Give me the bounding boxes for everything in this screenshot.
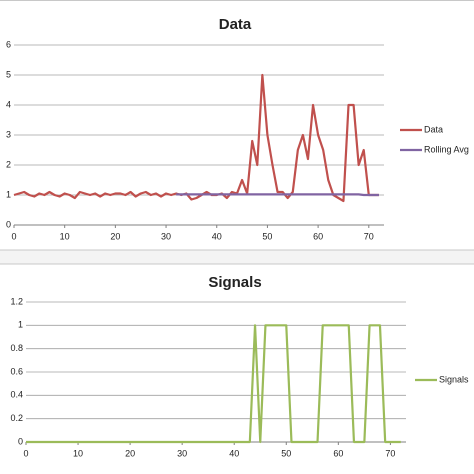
y-tick-label: 1.2 [10,296,23,306]
legend-label: Rolling Avg [424,144,469,154]
y-tick-label: 0.4 [10,390,23,400]
x-tick-label: 10 [73,448,83,458]
x-tick-label: 40 [229,448,239,458]
y-tick-label: 3 [6,129,11,139]
x-tick-label: 0 [11,231,16,241]
x-tick-label: 50 [281,448,291,458]
y-tick-label: 0.6 [10,366,23,376]
x-tick-label: 60 [313,231,323,241]
x-tick-label: 30 [177,448,187,458]
y-tick-label: 1 [18,320,23,330]
y-tick-label: 5 [6,69,11,79]
legend-label: Signals [439,374,469,384]
sheet-gap [0,250,474,264]
series-line [13,73,379,203]
x-tick-label: 10 [60,231,70,241]
x-tick-label: 60 [333,448,343,458]
y-tick-label: 4 [6,99,11,109]
y-tick-label: 1 [6,189,11,199]
legend-label: Data [424,124,443,134]
x-tick-label: 20 [110,231,120,241]
y-tick-label: 0 [18,436,23,446]
x-tick-label: 70 [364,231,374,241]
chart-title: Data [219,16,252,33]
y-tick-label: 0 [6,219,11,229]
x-tick-label: 40 [212,231,222,241]
y-tick-label: 0.8 [10,343,23,353]
chart-title: Signals [208,274,261,291]
x-tick-label: 0 [23,448,28,458]
x-tick-label: 70 [385,448,395,458]
y-tick-label: 2 [6,159,11,169]
x-tick-label: 50 [262,231,272,241]
x-tick-label: 30 [161,231,171,241]
y-tick-label: 6 [6,39,11,49]
y-tick-label: 0.2 [10,413,23,423]
series-line [176,193,379,197]
series-line [26,324,401,444]
x-tick-label: 20 [125,448,135,458]
